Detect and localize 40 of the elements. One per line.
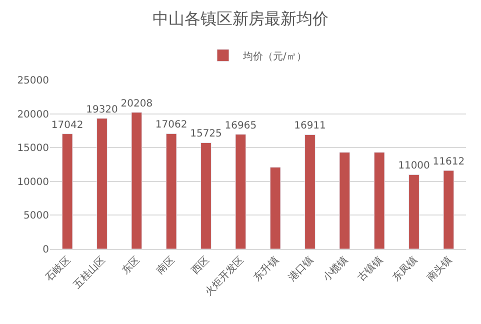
y-tick-label: 25000: [17, 76, 49, 86]
x-tick-label: 五桂山区: [70, 254, 108, 291]
legend-label: 均价（元/㎡）: [242, 50, 306, 62]
bar: [131, 112, 142, 249]
x-tick-label: 东凤镇: [390, 254, 420, 284]
data-label: 15725: [190, 128, 222, 140]
y-tick-label: 15000: [17, 143, 49, 154]
data-label: 19320: [86, 104, 118, 116]
x-tick-label: 古镇镇: [355, 254, 385, 284]
x-tick-label: 港口镇: [286, 254, 316, 284]
x-tick-label: 南头镇: [424, 254, 454, 284]
y-tick-label: 10000: [17, 176, 49, 188]
chart-title: 中山各镇区新房最新均价: [152, 9, 328, 28]
x-tick-label: 东区: [120, 254, 142, 277]
bar: [304, 134, 316, 249]
data-label: 16911: [294, 120, 326, 132]
bar: [200, 142, 212, 249]
bar: [270, 166, 281, 249]
x-tick-label: 东升镇: [251, 254, 281, 284]
x-tick-label: 南区: [154, 254, 177, 277]
bar: [62, 134, 73, 249]
x-tick-label: 石岐区: [43, 254, 73, 284]
data-label: 11000: [398, 160, 430, 172]
data-label: 16965: [224, 120, 257, 132]
y-tick-label: 20000: [17, 109, 49, 120]
data-label: 20208: [120, 98, 153, 110]
bar: [235, 134, 246, 249]
x-tick-label: 小榄镇: [320, 254, 350, 284]
bar: [166, 133, 177, 249]
x-tick-label: 西区: [190, 254, 212, 277]
y-tick-label: 0: [42, 244, 49, 256]
bar: [339, 152, 350, 249]
y-tick-label: 5000: [24, 210, 49, 222]
data-label: 17042: [51, 120, 84, 131]
data-label: 11612: [432, 156, 465, 168]
bar: [96, 118, 108, 249]
bar: [374, 152, 385, 249]
bar: [408, 174, 420, 249]
data-label: 17062: [155, 120, 188, 131]
bar: [443, 170, 454, 249]
